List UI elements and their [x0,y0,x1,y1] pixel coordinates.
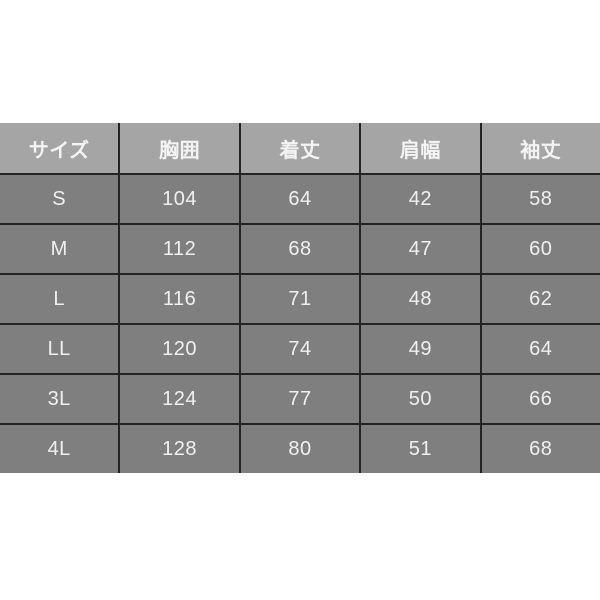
table-cell: 51 [361,425,480,473]
table-cell: 60 [481,225,600,273]
table-cell: 128 [120,425,239,473]
row-m-size-label: M [0,225,119,273]
table-cell: 49 [361,325,480,373]
table-cell: 116 [120,275,239,323]
table-cell: 48 [361,275,480,323]
table-cell: 77 [240,375,360,423]
header-cell-sleeve: 袖丈 [481,123,600,173]
table-cell: 42 [361,175,480,223]
header-cell-chest: 胸囲 [120,123,239,173]
table-cell: 58 [481,175,600,223]
table-cell: 80 [240,425,360,473]
row-l-size-label: L [0,275,119,323]
row-4l-size-label: 4L [0,425,119,473]
table-cell: 64 [240,175,360,223]
table-cell: 62 [481,275,600,323]
size-chart-table: サイズ 胸囲 着丈 肩幅 袖丈 S 104 64 42 58 M 112 68 … [0,123,600,473]
row-3l-size-label: 3L [0,375,119,423]
table-cell: 112 [120,225,239,273]
table-cell: 71 [240,275,360,323]
table-cell: 47 [361,225,480,273]
table-cell: 68 [240,225,360,273]
table-cell: 66 [481,375,600,423]
table-cell: 124 [120,375,239,423]
table-cell: 104 [120,175,239,223]
header-cell-size: サイズ [0,123,119,173]
table-cell: 74 [240,325,360,373]
table-cell: 64 [481,325,600,373]
row-s-size-label: S [0,175,119,223]
header-cell-shoulder: 肩幅 [361,123,480,173]
row-ll-size-label: LL [0,325,119,373]
header-cell-length: 着丈 [240,123,360,173]
table-cell: 68 [481,425,600,473]
table-cell: 50 [361,375,480,423]
table-cell: 120 [120,325,239,373]
